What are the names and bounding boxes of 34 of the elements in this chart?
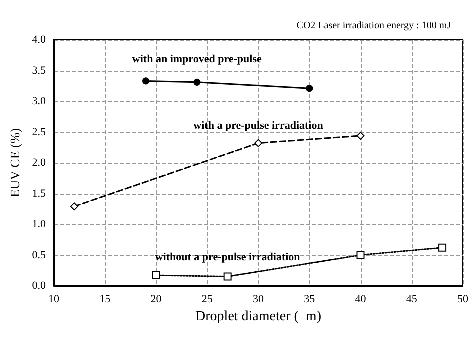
y-tick-label: 0.5 <box>32 249 46 262</box>
x-tick-label: 50 <box>458 294 469 306</box>
x-axis-title: Droplet diameter ( m) <box>196 310 322 324</box>
point <box>356 132 365 140</box>
text: CO2 Laser irradiation energy : 100 mJ <box>296 20 452 32</box>
y-tick-label: 1.0 <box>32 218 46 230</box>
x-tick-label: 20 <box>150 294 162 306</box>
point <box>306 85 314 92</box>
y-tick-label: 2.5 <box>32 126 46 138</box>
y-tick-label: 0.0 <box>32 280 46 292</box>
point <box>224 272 232 281</box>
point <box>438 244 447 252</box>
x-tick-label: 35 <box>304 294 316 306</box>
point <box>356 251 365 260</box>
x-tick-label: 30 <box>253 294 264 306</box>
x-tick-label: 25 <box>202 294 214 306</box>
point <box>142 78 150 85</box>
y-tick-label: 4.0 <box>32 34 46 46</box>
y-axis-title: EUV CE (%) <box>7 128 22 198</box>
x-tick-label: 15 <box>100 294 112 306</box>
point <box>152 272 160 280</box>
series-label: without a pre-pulse irradiation <box>155 251 300 264</box>
series-label: with an improved pre-pulse <box>132 53 262 66</box>
point <box>254 139 262 148</box>
series-label: with a pre-pulse irradiation <box>194 120 324 132</box>
y-tick-label: 1.5 <box>32 188 46 200</box>
y-tick-label: 3.0 <box>32 96 46 108</box>
point <box>70 202 78 211</box>
x-tick-label: 40 <box>355 294 367 306</box>
y-tick-label: 2.0 <box>32 157 46 169</box>
x-tick-label: 10 <box>48 294 60 306</box>
y-tick-label: 3.5 <box>32 64 46 77</box>
point <box>194 78 201 86</box>
x-tick-label: 45 <box>406 294 418 306</box>
